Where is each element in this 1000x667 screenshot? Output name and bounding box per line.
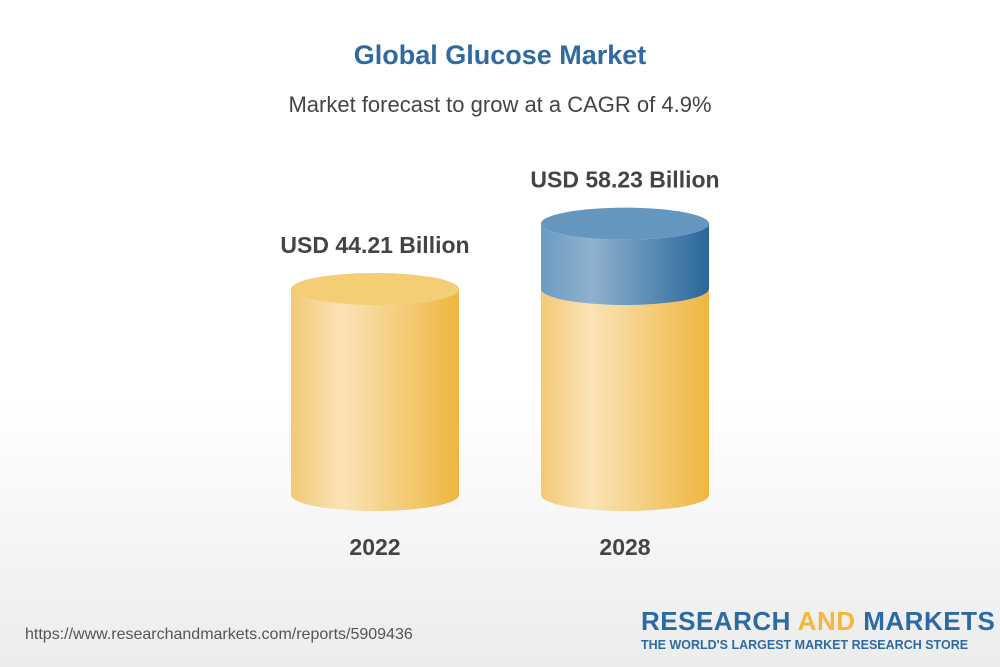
category-label: 2022 xyxy=(349,534,400,560)
brand-tagline: THE WORLD'S LARGEST MARKET RESEARCH STOR… xyxy=(641,638,969,652)
source-url[interactable]: https://www.researchandmarkets.com/repor… xyxy=(25,626,413,643)
cylinder-top-2022 xyxy=(291,273,459,305)
chart: USD 44.21 Billion 2022 USD 58.23 Billion 20… xyxy=(280,167,719,560)
cylinder-base-2028 xyxy=(541,289,709,511)
chart-title: Global Glucose Market xyxy=(353,40,647,70)
data-label: USD 58.23 Billion xyxy=(530,167,719,193)
cylinder-growth-2028 xyxy=(541,223,709,305)
cylinder-base-2022 xyxy=(291,289,459,511)
category-label: 2028 xyxy=(599,534,650,560)
data-label: USD 44.21 Billion xyxy=(280,232,469,258)
brand-logo: RESEARCH AND MARKETS xyxy=(641,606,996,636)
chart-subtitle: Market forecast to grow at a CAGR of 4.9… xyxy=(288,92,712,117)
cylinder-top-2028 xyxy=(541,207,709,240)
